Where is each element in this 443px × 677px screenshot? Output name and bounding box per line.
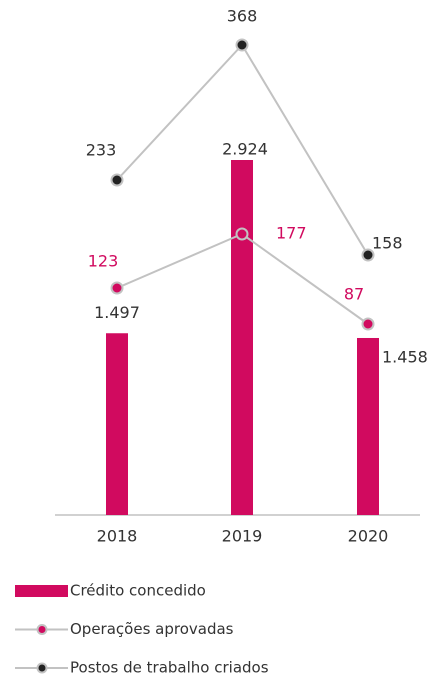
- line-marker: [235, 38, 249, 52]
- data-label: 1.458: [382, 347, 428, 366]
- legend-swatch: [15, 585, 68, 597]
- x-tick-label: 2020: [348, 527, 389, 546]
- bar: [357, 337, 379, 515]
- bar: [106, 333, 128, 515]
- data-label: 1.497: [94, 303, 140, 322]
- line-marker: [110, 281, 124, 295]
- data-label: 158: [372, 234, 403, 253]
- legend-label: Operações aprovadas: [70, 620, 234, 638]
- data-label: 2.924: [222, 140, 268, 159]
- line-marker: [110, 173, 124, 187]
- legend-label: Crédito concedido: [70, 582, 206, 600]
- legend-marker: [36, 624, 48, 635]
- data-label: 233: [86, 141, 117, 160]
- data-label: 123: [88, 252, 119, 271]
- legend-label: Postos de trabalho criados: [70, 659, 269, 677]
- line-marker: [235, 227, 249, 241]
- line-marker: [361, 317, 375, 331]
- data-label: 368: [227, 7, 258, 26]
- x-tick-label: 2018: [97, 527, 138, 546]
- legend-marker: [36, 662, 48, 674]
- bar: [231, 160, 253, 515]
- x-tick-label: 2019: [222, 527, 263, 546]
- line-marker: [361, 248, 375, 262]
- data-label: 87: [344, 285, 364, 304]
- data-label: 177: [276, 224, 307, 243]
